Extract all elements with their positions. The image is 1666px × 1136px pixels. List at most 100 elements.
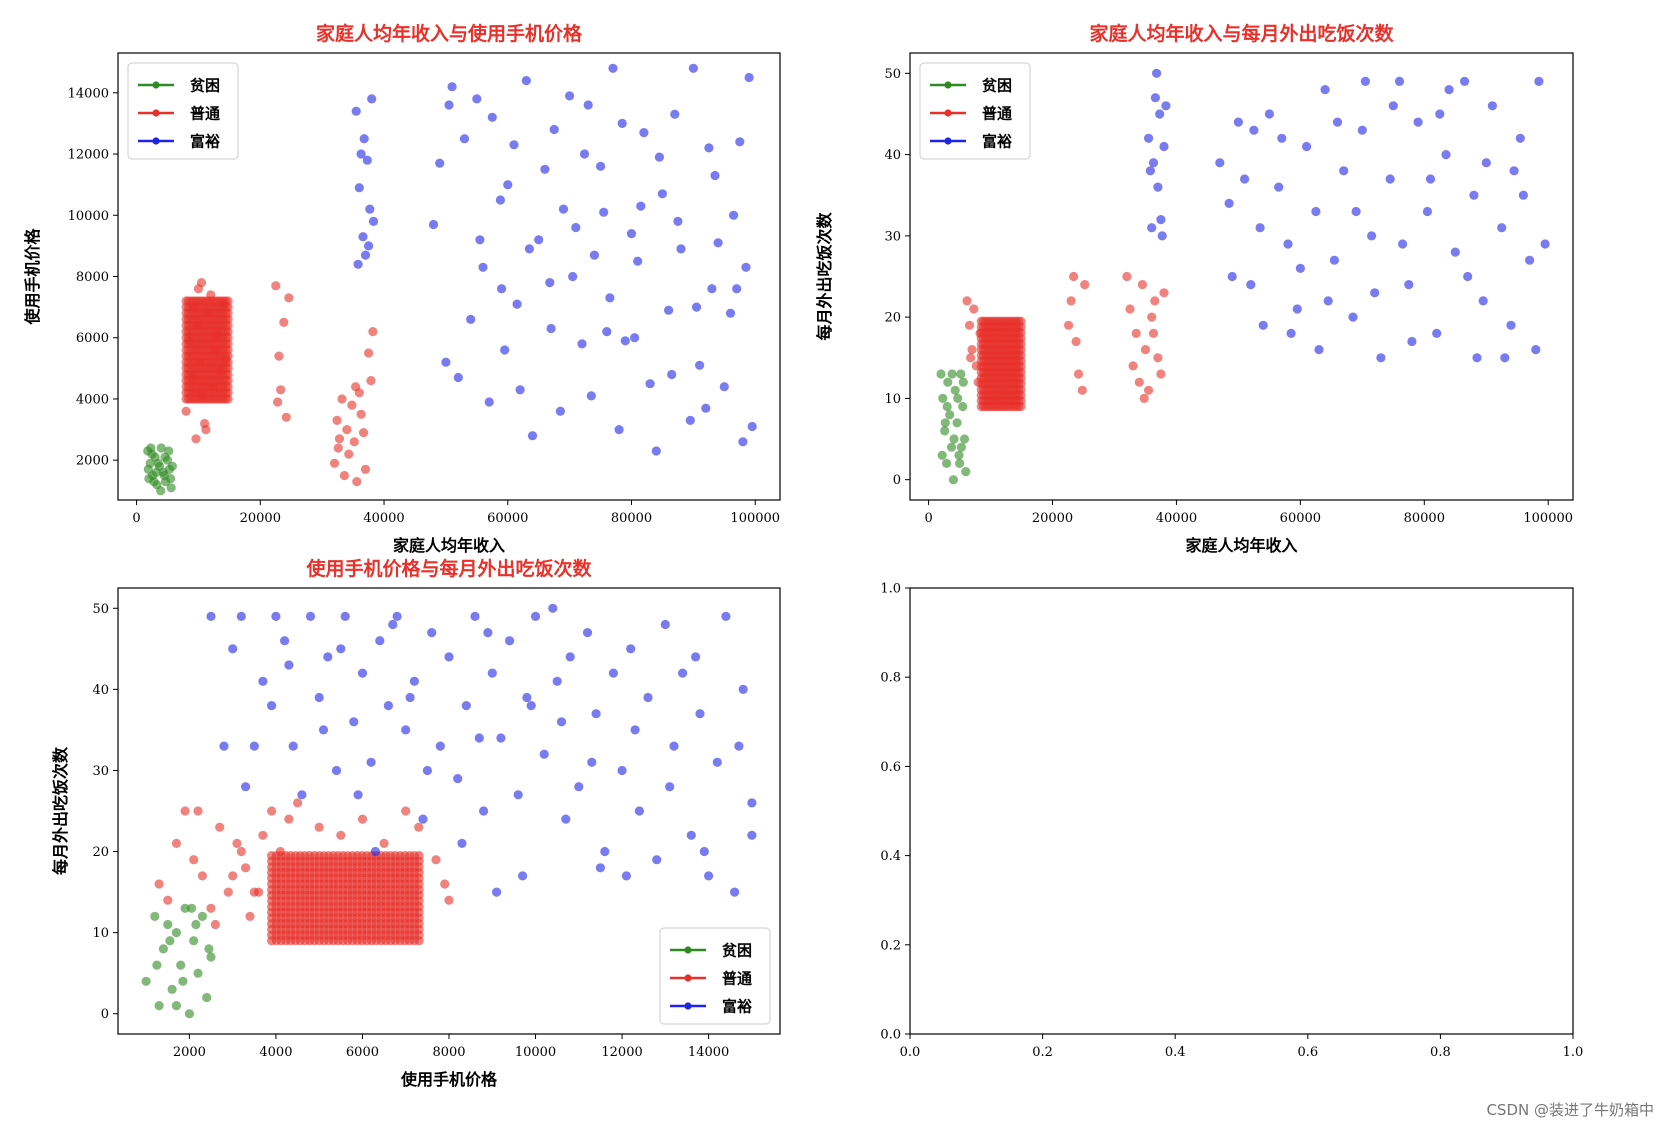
data-point [958,377,968,387]
data-point [219,741,229,751]
y-tick-label: 10000 [68,209,109,224]
data-point [565,652,575,662]
data-point [688,63,699,73]
data-point [964,320,975,330]
data-point [1157,231,1167,241]
data-point [150,911,160,922]
data-point [1385,174,1395,184]
data-point [556,717,567,727]
series-rich [1144,68,1550,363]
legend-marker [152,81,160,89]
data-point [176,960,186,970]
legend-label: 贫困 [190,77,220,95]
data-point [273,397,283,407]
data-point [947,369,957,379]
data-point [530,611,541,622]
data-point [518,871,528,881]
data-point [360,250,371,260]
data-point [1258,320,1268,330]
data-point [630,725,640,735]
data-point [1339,166,1349,176]
chart-title: 家庭人均年收入与每月外出吃饭次数 [1089,22,1394,45]
data-point [274,351,284,361]
plot-area [143,63,757,496]
legend-marker [152,137,160,145]
data-point [589,250,600,260]
data-point [1329,255,1339,265]
axes-frame [909,587,1574,1035]
data-point [605,293,615,303]
data-point [293,798,303,808]
data-point [952,418,962,428]
data-point [1144,385,1154,395]
data-point [422,765,432,776]
data-point [1398,239,1408,249]
data-point [487,112,497,122]
data-point [636,201,646,211]
data-point [966,353,976,363]
data-point [691,652,701,662]
data-point [1140,345,1151,355]
data-point [730,887,740,897]
data-point [271,281,281,291]
data-point [657,189,668,199]
data-point [288,741,298,751]
data-point [414,851,424,861]
data-point [548,603,558,613]
data-point [741,262,751,272]
data-point [579,149,590,159]
y-tick-label: 40 [92,683,109,698]
data-point [171,838,181,849]
data-point [936,369,946,379]
data-point [527,431,538,441]
x-tick-label: 80000 [611,511,652,526]
data-point [339,470,349,481]
data-point [166,483,176,493]
data-point [1450,247,1460,257]
data-point [626,644,636,654]
data-point [713,238,723,248]
data-point [600,846,610,857]
data-point [1227,271,1237,282]
data-point [180,903,190,913]
data-point [591,709,601,719]
data-point [228,644,238,654]
legend-marker [684,946,692,954]
data-point [1147,223,1157,233]
legend-label: 富裕 [982,133,1012,151]
data-point [444,100,454,110]
data-point [156,486,166,496]
plot-area [936,68,1550,485]
data-point [193,284,203,294]
series-poor [141,903,216,1019]
data-point [568,271,578,282]
data-point [405,692,415,703]
y-tick-label: 30 [92,764,109,779]
data-point [946,442,957,452]
series-normal [181,278,378,487]
data-point [143,464,153,474]
data-point [1139,393,1149,403]
data-point [223,887,233,897]
data-point [614,425,624,435]
data-point [735,137,745,147]
data-point [479,806,489,816]
y-tick-label: 10 [884,392,901,407]
data-point [1150,296,1160,306]
data-point [747,798,757,808]
data-point [595,863,606,873]
legend-label: 富裕 [722,998,752,1016]
data-point [524,244,535,254]
data-point [1145,166,1155,176]
data-point [634,806,645,816]
data-point [685,415,695,425]
data-point [483,628,493,638]
data-point [441,357,451,367]
data-point [1150,93,1160,103]
x-tick-label: 8000 [432,1045,465,1060]
data-point [352,477,362,487]
data-point [1472,353,1482,363]
data-point [1080,280,1090,290]
data-point [958,401,968,412]
data-point [664,305,674,315]
